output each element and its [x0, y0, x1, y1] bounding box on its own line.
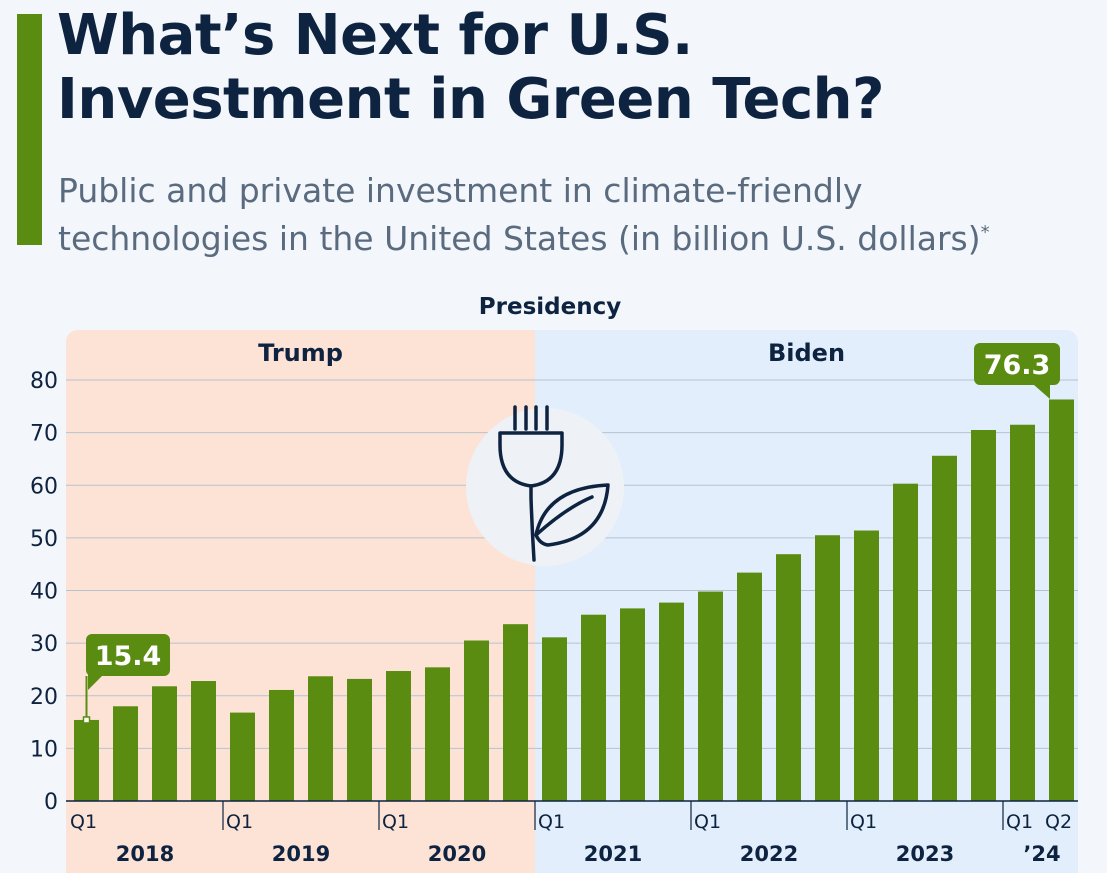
- bar-2020-q4: [503, 624, 528, 801]
- subtitle-line-1: Public and private investment in climate…: [58, 171, 863, 210]
- y-tick-label: 20: [30, 685, 58, 710]
- period-label-biden: Biden: [768, 339, 845, 367]
- leaf-vein: [534, 495, 594, 537]
- bar-2023-q3: [932, 455, 957, 801]
- y-tick-label: 50: [30, 527, 58, 552]
- plug-prong-left: [513, 405, 528, 431]
- bar-2018-q3: [152, 686, 177, 801]
- bar-2021-q3: [620, 608, 645, 801]
- quarter-label: Q1: [70, 811, 97, 833]
- bar-2018-q4: [191, 681, 216, 801]
- quarter-label: Q1: [1006, 811, 1033, 833]
- year-label: 2022: [740, 842, 798, 866]
- data-label-box: [86, 634, 170, 676]
- plug-prong-right: [534, 405, 549, 431]
- y-tick-label: 30: [30, 632, 58, 657]
- year-label: 2019: [272, 842, 330, 866]
- bar-2019-q2: [269, 689, 294, 801]
- bar-2022-q3: [776, 554, 801, 801]
- bar-2019-q3: [308, 676, 333, 801]
- quarter-label: Q1: [226, 811, 253, 833]
- subtitle-line-2: technologies in the United States (in bi…: [58, 219, 981, 258]
- title-line-1: What’s Next for U.S.: [57, 3, 693, 68]
- quarter-label: Q2: [1045, 811, 1072, 833]
- bar-2021-q1: [542, 637, 567, 801]
- quarter-label: Q1: [694, 811, 721, 833]
- bar-2020-q1: [386, 671, 411, 801]
- year-label: 2021: [584, 842, 642, 866]
- chart-header-presidency: Presidency: [479, 294, 621, 320]
- data-label-pointer: [1034, 385, 1050, 399]
- bar-2019-q4: [347, 678, 372, 801]
- accent-bar: [17, 14, 42, 245]
- y-tick-label: 80: [30, 369, 58, 394]
- bar-2024-q2: [1049, 399, 1074, 801]
- bar-2023-q4: [971, 429, 996, 801]
- leaf: [534, 483, 610, 547]
- data-label-25: 76.3: [974, 343, 1060, 399]
- plug-with-leaf-icon: [466, 405, 624, 566]
- chart-subtitle: Public and private investment in climate…: [58, 170, 1098, 260]
- chart-title: What’s Next for U.S. Investment in Green…: [57, 4, 1097, 132]
- bar-2023-q1: [854, 530, 879, 801]
- data-label-text: 15.4: [95, 641, 162, 672]
- quarter-label: Q1: [538, 811, 565, 833]
- bar-2022-q1: [698, 591, 723, 801]
- period-label-trump: Trump: [258, 339, 343, 367]
- bar-2021-q4: [659, 602, 684, 801]
- y-tick-label: 40: [30, 580, 58, 605]
- plug-cable-stem: [529, 484, 536, 562]
- bar-2022-q2: [737, 572, 762, 801]
- quarter-label: Q1: [382, 811, 409, 833]
- quarter-label: Q1: [850, 811, 877, 833]
- year-label: 2020: [428, 842, 486, 866]
- data-label-text: 76.3: [984, 350, 1051, 381]
- y-tick-label: 10: [30, 737, 58, 762]
- bar-2023-q2: [893, 483, 918, 801]
- data-point-marker: [82, 716, 91, 724]
- data-label-0: 15.4: [82, 634, 170, 724]
- y-tick-label: 70: [30, 422, 58, 447]
- year-label: ’24: [1023, 842, 1060, 866]
- bar-2021-q2: [581, 614, 606, 801]
- bar-2018-q1: [74, 719, 99, 801]
- data-label-box: [974, 343, 1060, 385]
- bar-2024-q1: [1010, 424, 1035, 801]
- year-label: 2023: [896, 842, 954, 866]
- bar-2019-q1: [230, 712, 255, 801]
- y-tick-label: 60: [30, 474, 58, 499]
- bar-2020-q2: [425, 667, 450, 801]
- bar-2020-q3: [464, 640, 489, 801]
- year-label: 2018: [116, 842, 174, 866]
- y-tick-label: 0: [44, 790, 58, 815]
- bar-2018-q2: [113, 706, 138, 801]
- title-line-2: Investment in Green Tech?: [57, 67, 885, 132]
- icon-circle-background: [466, 408, 624, 566]
- footnote-mark: *: [980, 222, 990, 243]
- trump-period-background: [66, 330, 535, 873]
- bar-2022-q4: [815, 535, 840, 801]
- data-label-pointer: [88, 670, 102, 690]
